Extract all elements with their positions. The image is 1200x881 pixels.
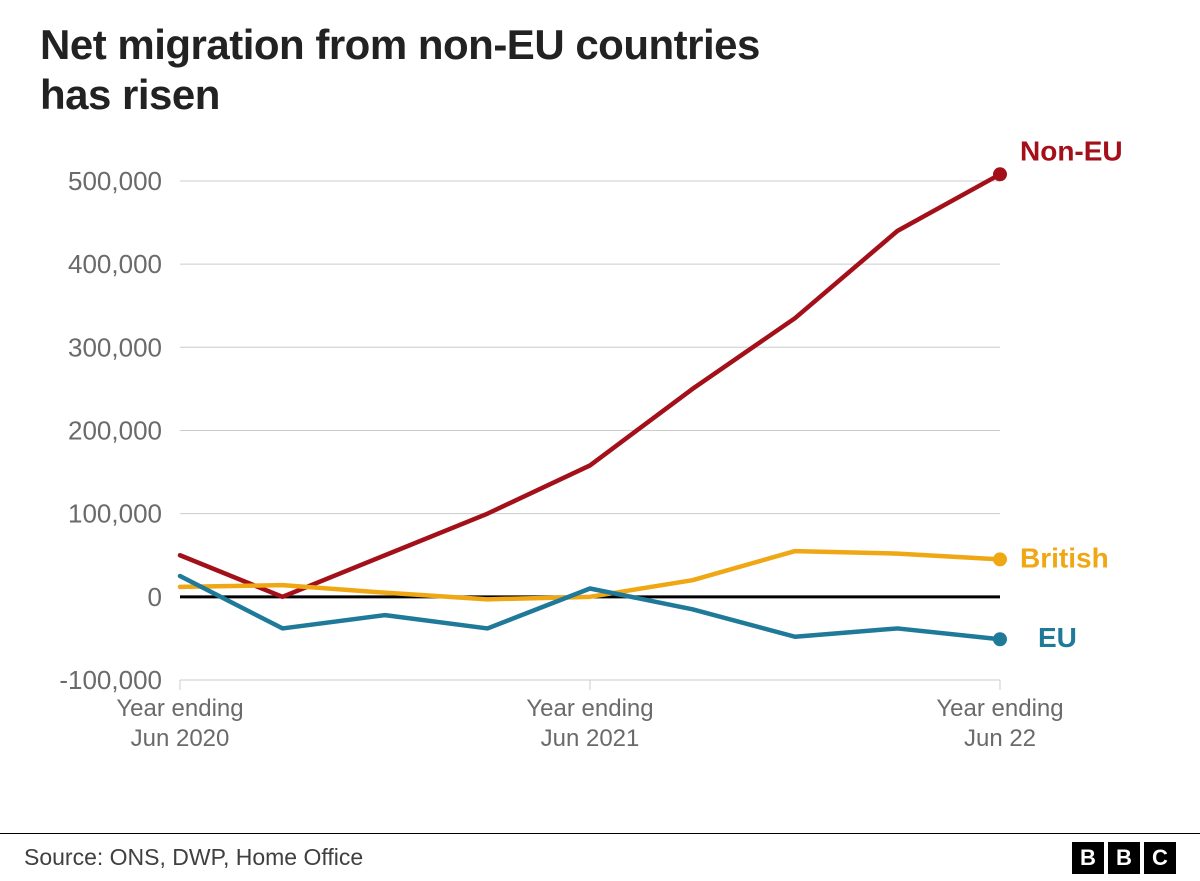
title-line-1: Net migration from non-EU countries: [40, 21, 760, 68]
x-tick-label-line1: Year ending: [116, 695, 243, 722]
y-tick-label: 100,000: [68, 499, 162, 529]
y-tick-label: 500,000: [68, 166, 162, 196]
series-line-non-eu: [180, 174, 1000, 597]
chart-footer: Source: ONS, DWP, Home Office B B C: [0, 833, 1200, 881]
series-line-british: [180, 551, 1000, 599]
x-tick-label-line2: Jun 22: [964, 725, 1036, 752]
chart-title: Net migration from non-EU countries has …: [40, 20, 760, 119]
bbc-letter-b1: B: [1072, 842, 1104, 874]
bbc-logo: B B C: [1072, 842, 1176, 874]
y-tick-label: 400,000: [68, 249, 162, 279]
y-tick-label: 0: [148, 582, 162, 612]
bbc-letter-b2: B: [1108, 842, 1140, 874]
series-label-eu: EU: [1038, 622, 1077, 653]
bbc-letter-c: C: [1144, 842, 1176, 874]
series-label-british: British: [1020, 542, 1109, 573]
y-tick-label: 300,000: [68, 332, 162, 362]
y-tick-label: 200,000: [68, 415, 162, 445]
source-text: Source: ONS, DWP, Home Office: [24, 844, 363, 871]
title-line-2: has risen: [40, 71, 220, 118]
plot-area: -100,000 0 100,000 200,000 300,000 400,000 500…: [40, 140, 1160, 780]
series-end-marker-non-eu: [993, 167, 1007, 181]
migration-chart: Net migration from non-EU countries has …: [0, 0, 1200, 881]
x-tick-label-line1: Year ending: [936, 695, 1063, 722]
series-label-non-eu: Non-EU: [1020, 135, 1123, 166]
x-tick-label-line2: Jun 2021: [541, 725, 640, 752]
x-tick-label-line1: Year ending: [526, 695, 653, 722]
y-tick-label: -100,000: [59, 665, 162, 695]
series-end-marker-british: [993, 552, 1007, 566]
series-end-marker-eu: [993, 632, 1007, 646]
chart-svg: -100,000 0 100,000 200,000 300,000 400,000 500…: [40, 140, 1160, 780]
x-tick-label-line2: Jun 2020: [131, 725, 230, 752]
